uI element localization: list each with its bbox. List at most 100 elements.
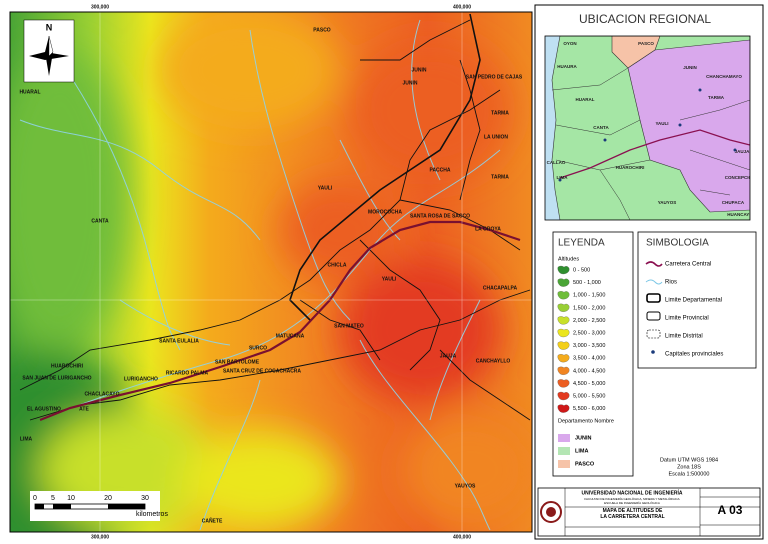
north-arrow: N (23, 19, 75, 83)
legend-swatch (557, 303, 570, 312)
inset-label: JAUJA (735, 149, 751, 154)
legend-swatch (557, 366, 570, 375)
symbology-label: Capitales provinciales (665, 352, 723, 358)
legend-swatch (557, 278, 570, 287)
place-label: HUARAL (19, 89, 40, 95)
datum-line: Escala 1:500000 (669, 471, 710, 477)
symbology-label: Limite Departamental (665, 298, 722, 304)
regional-frame (544, 35, 751, 221)
place-label: SURCO (249, 345, 267, 351)
district-boundaries (19, 19, 531, 421)
scale-bar: 0 5 10 20 30 kilometros (30, 491, 168, 521)
legend-label: 5,500 - 6,000 (573, 406, 605, 412)
inset-label: OYON (563, 41, 576, 46)
map-title: MAPA DE ALTITUDES DE LA CARRETERA CENTRA… (600, 508, 665, 520)
symbology-title: SIMBOLOGIA (646, 238, 709, 249)
inset-label: CANTA (593, 125, 609, 130)
place-label: LURIGANCHO (124, 376, 158, 382)
place-label: SAN JUAN DE LURIGANCHO (22, 375, 91, 381)
sheet-number: A 03 (718, 503, 743, 517)
legend-label: LIMA (575, 448, 588, 454)
legend-swatch (558, 447, 570, 455)
regional-title: UBICACION REGIONAL (579, 12, 711, 26)
legend-label: 500 - 1,000 (573, 280, 601, 286)
place-label: SANTA EULALIA (159, 338, 199, 344)
inset-label: TARMA (708, 95, 725, 100)
place-label: CANTA (91, 218, 109, 224)
coordinate-label: 300,000 (91, 534, 109, 540)
inset-label: CONCEPCION (725, 175, 756, 180)
place-label: JUNIN (411, 67, 426, 73)
place-label: TARMA (491, 110, 509, 116)
legend-heading: Altitudes (558, 256, 579, 262)
legend-swatch (557, 328, 570, 338)
legend-swatch (558, 434, 570, 442)
legend-swatch (558, 460, 570, 468)
scale-label: 10 (67, 495, 75, 502)
inset-label: HUARAL (576, 97, 595, 102)
place-label: JUNIN (402, 80, 417, 86)
place-label: YAULI (382, 276, 397, 282)
inset-label: YAUYOS (658, 200, 677, 205)
place-label: LA OROYA (475, 226, 501, 232)
place-labels: PASCO JUNIN JUNIN SAN PEDRO DE CAJAS HUARAL T… (19, 27, 522, 524)
place-label: SAN PEDRO DE CAJAS (466, 74, 523, 80)
legend-label: 0 - 500 (573, 267, 590, 273)
legend-swatch (557, 391, 570, 401)
place-label: RICARDO PALMA (166, 370, 209, 376)
coordinate-label: 300,000 (91, 4, 109, 10)
symbology-symbols (645, 261, 663, 354)
datum-line: Datum UTM WGS 1984 (660, 457, 718, 463)
legend-label: 4,000 - 4,500 (573, 368, 605, 374)
place-label: MATUCANA (276, 333, 305, 339)
title-block: UNIVERSIDAD NACIONAL DE INGENIERÍA FACUL… (537, 487, 761, 537)
symbology-label: Limite Distrital (665, 334, 703, 340)
coordinate-label: 400,000 (453, 534, 471, 540)
place-label: SANTA ROSA DE SACCO (410, 213, 470, 219)
place-label: CHICLA (328, 262, 347, 268)
place-label: LA UNION (484, 134, 508, 140)
legend-swatch (557, 316, 570, 325)
inset-label: HUANCAYO (727, 212, 753, 217)
place-label: PACCHA (429, 167, 450, 173)
department-boundary (289, 13, 481, 321)
inset-label: CHUPACA (722, 200, 745, 205)
scale-label: 20 (104, 495, 112, 502)
legend-heading: Departamento Nombre (558, 418, 614, 424)
place-label: SANTA CRUZ DE COCACHACRA (223, 368, 301, 374)
school: ESCUELA DE INGENIERÍA GEOLÓGICA (604, 500, 660, 505)
place-label: CHACAPALPA (483, 285, 518, 291)
place-label: LIMA (20, 436, 33, 442)
symbology-label: Carretera Central (665, 262, 711, 268)
legend-label: 1,000 - 1,500 (573, 293, 605, 299)
legend-swatch (557, 265, 570, 275)
legend-swatch (557, 379, 570, 388)
scale-label: 30 (141, 495, 149, 502)
legend-label: JUNIN (575, 435, 592, 441)
legend-label: 3,000 - 3,500 (573, 343, 605, 349)
place-label: CANCHAYLLO (476, 358, 511, 364)
map-title-box: MAPA DE ALTITUDES DE LA CARRETERA CENTRA… (600, 508, 665, 520)
legend-label: 2,500 - 3,000 (573, 330, 605, 336)
place-label: CHACLACAYO (84, 391, 119, 397)
university: UNIVERSIDAD NACIONAL DE INGENIERÍA (581, 488, 682, 496)
place-label: EL AGUSTINO (27, 406, 61, 412)
legend-label: PASCO (575, 461, 595, 467)
inset-label: HUAURA (557, 64, 577, 69)
regional-map: OYON PASCO HUAURA JUNIN CHANCHAMAYO TARMA HUAR… (545, 36, 756, 220)
inset-label: YAULI (655, 121, 668, 126)
inset-label: HUAROCHIRI (616, 165, 645, 170)
legend-label: 5,000 - 5,500 (573, 393, 605, 399)
legend-swatch (557, 291, 570, 300)
legend-label: 3,500 - 4,000 (573, 356, 605, 362)
place-label: TARMA (491, 174, 509, 180)
map-frame (9, 11, 533, 533)
legend-title: LEYENDA (558, 238, 605, 249)
symbology-label: Limite Provincial (665, 316, 709, 322)
place-label: SAN BARTOLOME (215, 359, 260, 365)
place-label: PASCO (313, 27, 331, 33)
datum-line: Zona 18S (677, 464, 701, 470)
place-label: YAUYOS (455, 483, 476, 489)
utm-grid (10, 12, 532, 532)
